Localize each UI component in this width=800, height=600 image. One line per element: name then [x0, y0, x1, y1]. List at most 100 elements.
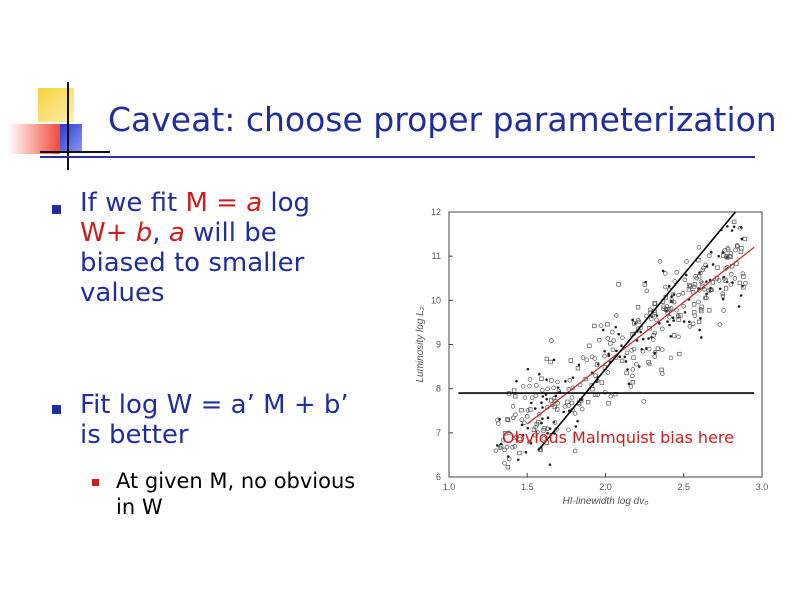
- scatter-chart: 1.0 1.5 2.0 2.5 3.0 6 7 8 9 10 11 12 HI-linewidth lo…: [415, 207, 768, 507]
- data-point: [629, 348, 634, 353]
- data-point: [549, 398, 554, 403]
- data-point: [740, 271, 745, 276]
- data-point: [631, 346, 637, 352]
- data-point: [709, 287, 714, 292]
- data-point: [502, 460, 507, 466]
- data-point: [641, 337, 645, 341]
- data-point: [546, 431, 549, 435]
- data-point: [641, 399, 646, 404]
- data-point: [572, 411, 578, 416]
- data-point: [598, 323, 604, 328]
- data-point: [548, 427, 552, 431]
- data-point: [668, 323, 671, 327]
- data-point: [691, 302, 697, 307]
- data-point: [692, 284, 697, 290]
- data-point: [577, 363, 581, 367]
- data-point: [541, 406, 544, 409]
- data-point: [670, 291, 676, 297]
- data-point: [544, 356, 550, 362]
- data-point: [525, 414, 530, 419]
- data-point: [605, 322, 610, 327]
- bullet-2-text: Fit log W = a’ M + b’ is better: [80, 390, 349, 450]
- data-point: [575, 366, 581, 371]
- data-point: [522, 395, 528, 400]
- data-point: [740, 237, 744, 241]
- data-point: [553, 432, 556, 435]
- data-point: [661, 306, 666, 312]
- data-point: [587, 343, 592, 348]
- data-point: [700, 267, 705, 273]
- data-point: [534, 383, 539, 388]
- data-point: [655, 346, 660, 351]
- data-point: [671, 316, 675, 320]
- data-point: [700, 336, 703, 339]
- sub-bullet-marker: [92, 479, 99, 486]
- data-point: [565, 399, 570, 404]
- data-point: [680, 291, 686, 296]
- data-point: [624, 360, 628, 363]
- data-point: [731, 281, 734, 284]
- data-point: [647, 346, 652, 352]
- data-point: [717, 322, 723, 327]
- data-point: [594, 362, 600, 367]
- data-point: [546, 416, 550, 420]
- data-point: [697, 287, 700, 290]
- data-point: [716, 278, 722, 283]
- data-point: [556, 386, 560, 389]
- data-point: [644, 347, 648, 350]
- data-point: [661, 304, 666, 309]
- data-point: [721, 297, 725, 301]
- data-point: [576, 419, 579, 423]
- data-point: [743, 280, 748, 286]
- deco-blue-block: [60, 124, 82, 152]
- data-point: [540, 401, 543, 405]
- data-point: [737, 305, 741, 308]
- data-point: [501, 437, 506, 443]
- data-point: [584, 357, 589, 362]
- data-point: [533, 393, 539, 399]
- data-point: [526, 367, 530, 371]
- data-point: [711, 263, 715, 266]
- y-tick-label: 9: [436, 340, 441, 350]
- fit-line-2: [537, 211, 737, 452]
- data-point: [545, 397, 549, 401]
- data-point: [623, 355, 627, 359]
- data-point: [663, 271, 668, 276]
- data-point: [608, 341, 613, 346]
- data-point: [730, 229, 734, 232]
- data-point: [676, 334, 681, 340]
- data-point: [552, 404, 557, 410]
- data-point: [670, 300, 673, 303]
- data-point: [555, 379, 560, 385]
- data-point: [519, 408, 524, 413]
- data-point: [644, 313, 649, 319]
- data-point: [741, 284, 744, 288]
- data-point: [552, 420, 558, 425]
- data-point: [636, 319, 642, 325]
- slide-title: Caveat: choose proper parameterization: [108, 100, 777, 139]
- data-point: [569, 395, 575, 400]
- data-point: [610, 347, 616, 352]
- data-point: [688, 284, 693, 289]
- data-point: [700, 280, 705, 286]
- data-point: [635, 305, 641, 310]
- data-point: [735, 243, 740, 248]
- data-point: [562, 410, 565, 414]
- data-point: [710, 280, 716, 285]
- data-point: [548, 359, 553, 365]
- data-point: [668, 306, 674, 311]
- data-point: [549, 378, 554, 383]
- data-point: [630, 373, 635, 379]
- data-point: [710, 250, 713, 254]
- data-point: [706, 288, 711, 293]
- data-point: [692, 282, 698, 287]
- data-point: [725, 255, 730, 261]
- data-point: [615, 349, 618, 353]
- data-point: [652, 301, 658, 306]
- data-point: [686, 287, 691, 292]
- data-point: [728, 272, 734, 277]
- data-point: [605, 370, 611, 375]
- data-point: [661, 269, 665, 273]
- data-point: [721, 251, 725, 254]
- data-point: [652, 354, 658, 359]
